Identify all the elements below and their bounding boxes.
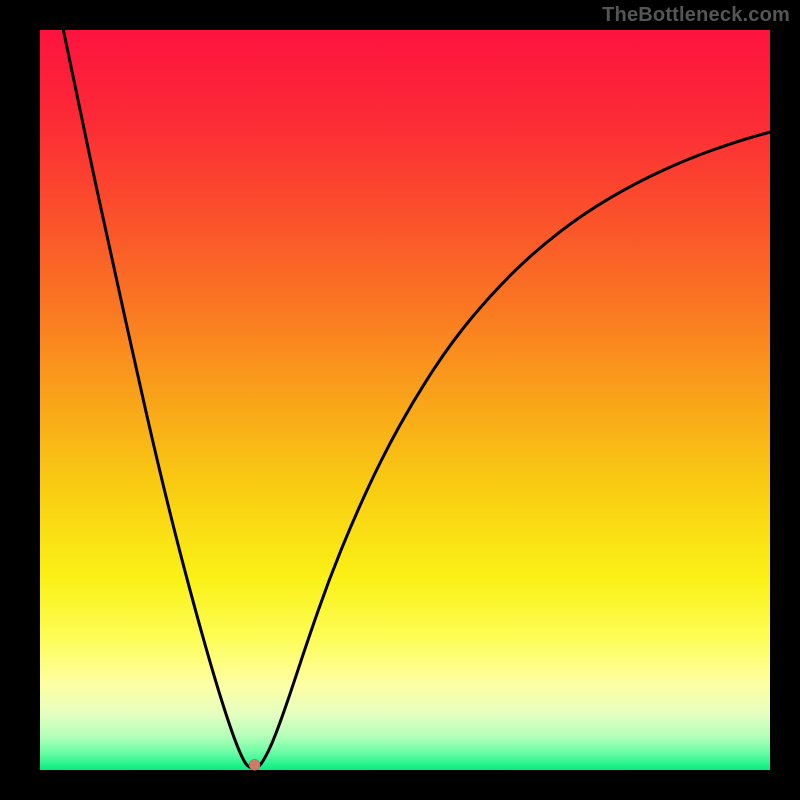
- vertex-marker: [249, 759, 260, 770]
- chart-svg: [0, 0, 800, 800]
- watermark-label: TheBottleneck.com: [602, 4, 790, 27]
- chart-container: TheBottleneck.com: [0, 0, 800, 800]
- plot-background: [40, 30, 770, 770]
